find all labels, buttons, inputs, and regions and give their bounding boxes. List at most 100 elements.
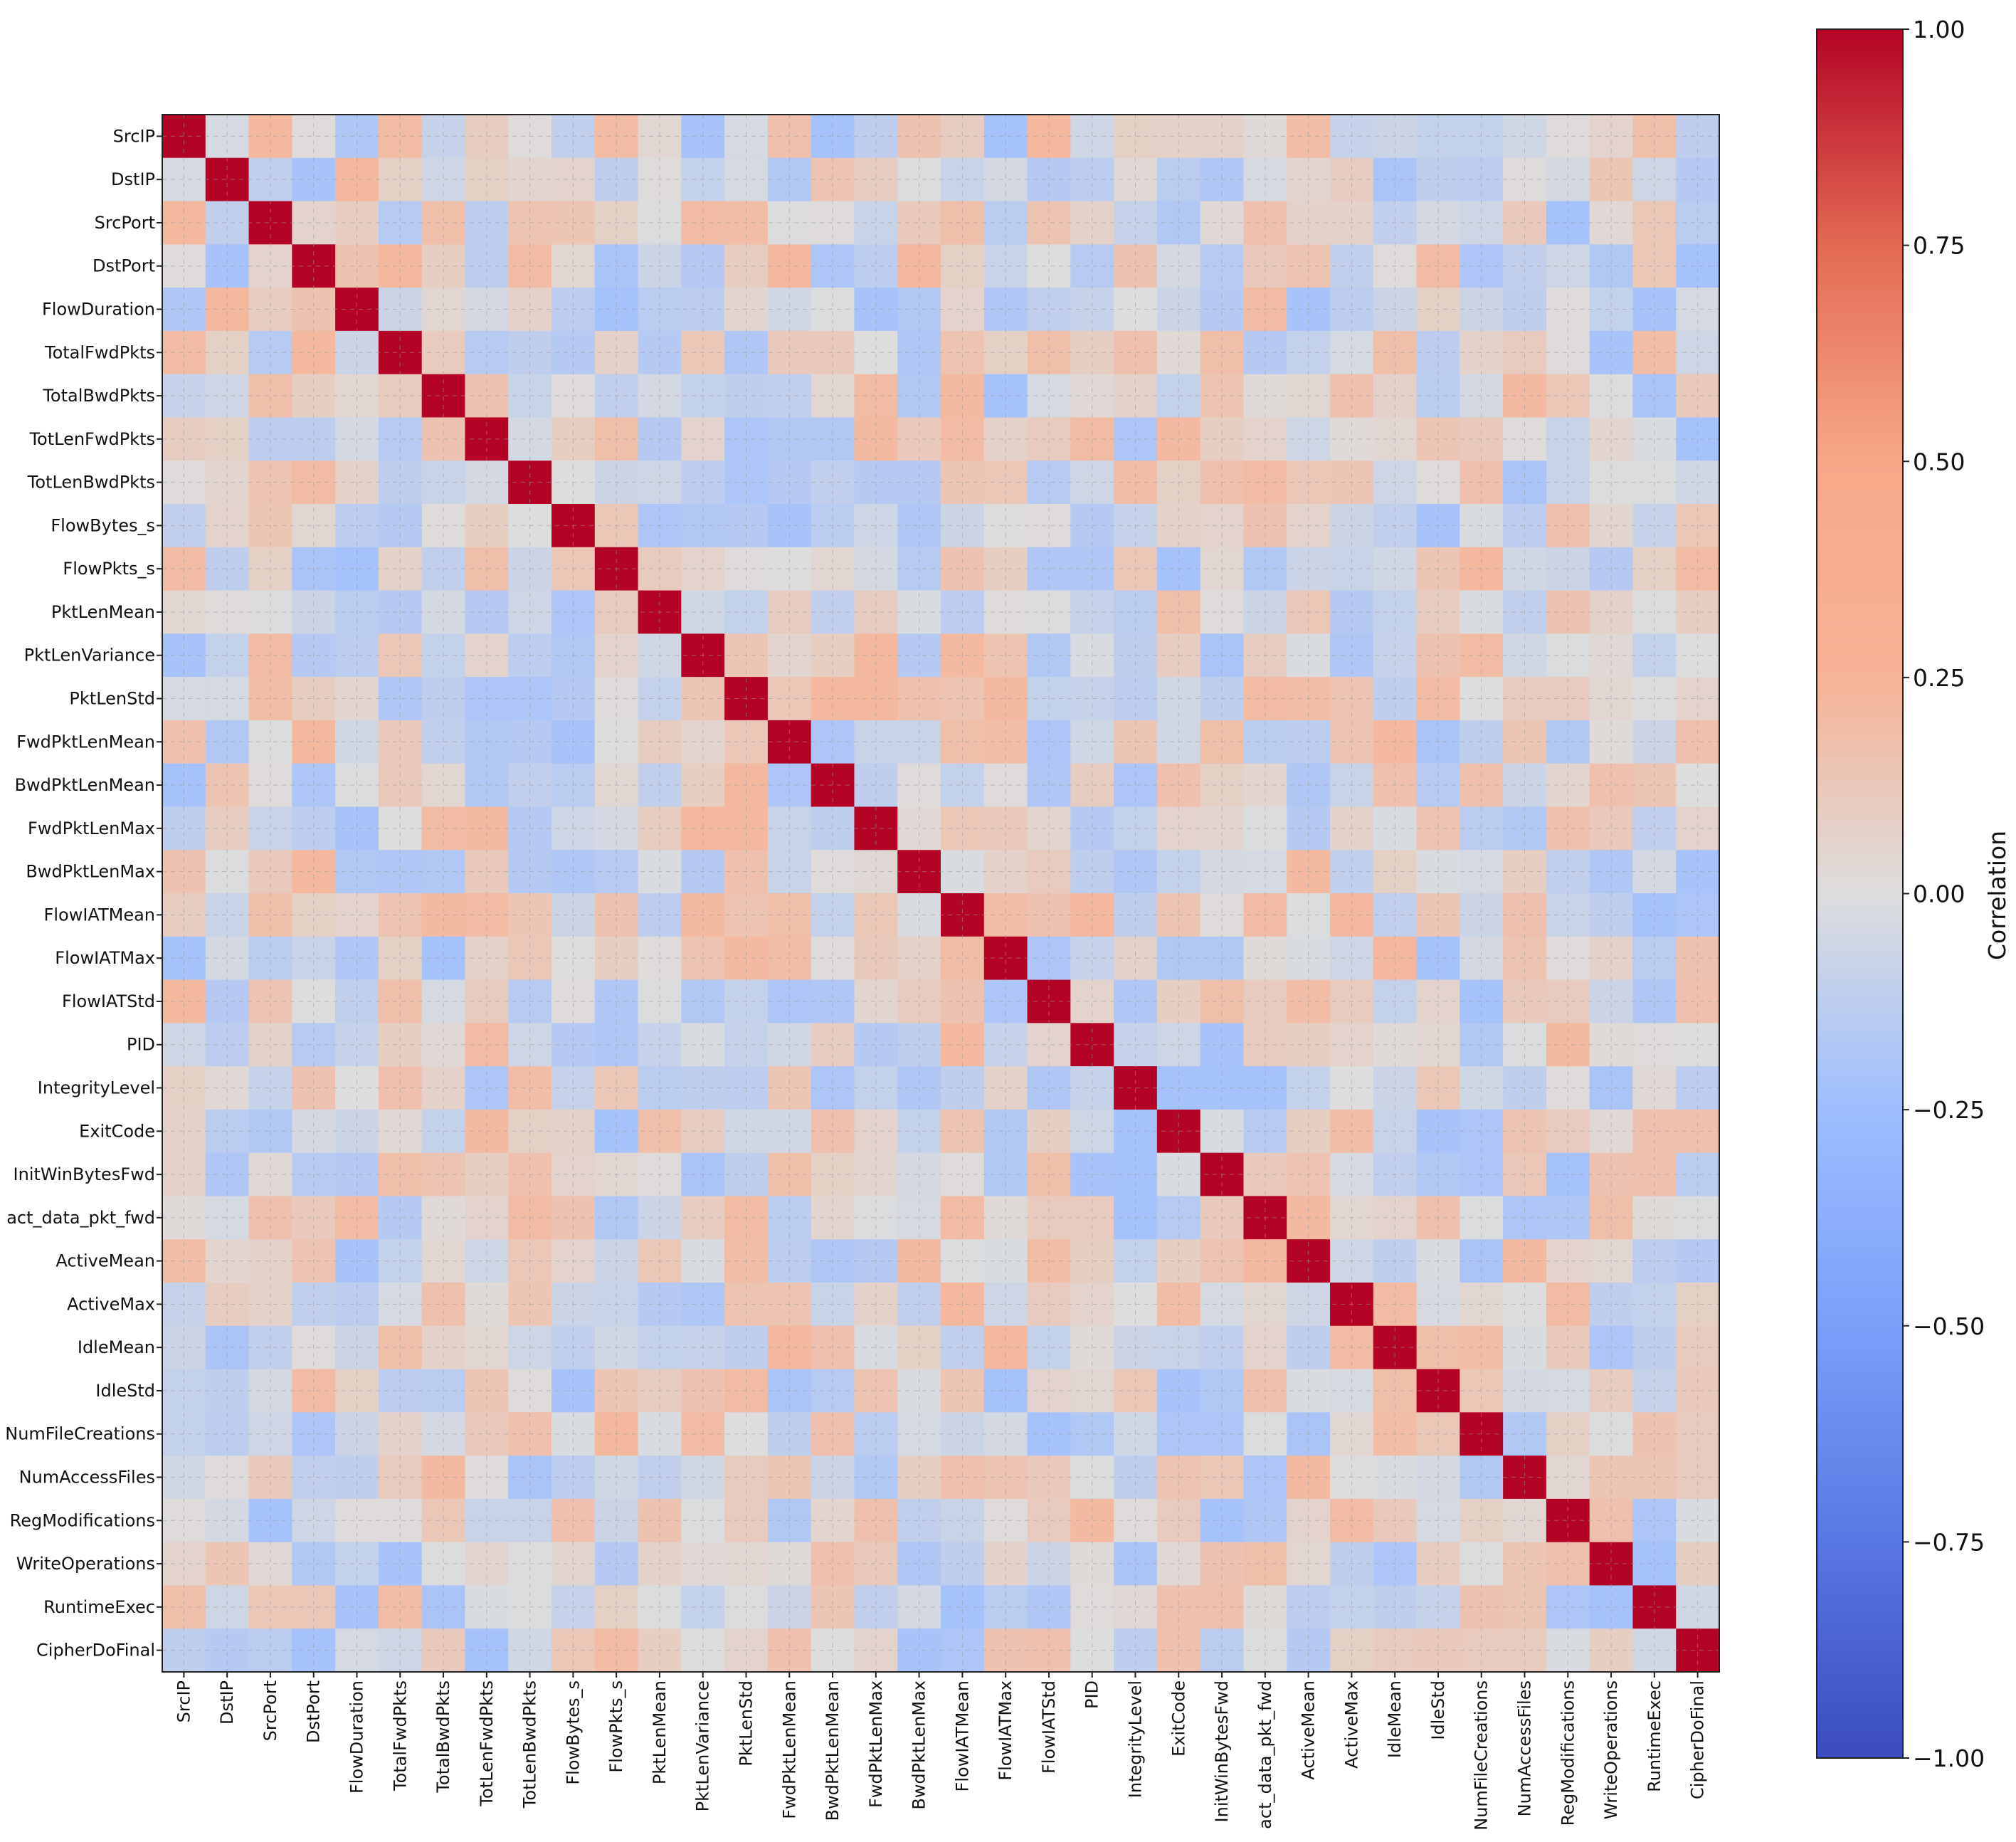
x-tick-label: SrcPort: [260, 1680, 280, 1741]
colorbar-label: Correlation: [1983, 831, 2011, 960]
y-tick-label: WriteOperations: [16, 1554, 155, 1574]
y-tick-label: CipherDoFinal: [36, 1641, 155, 1661]
colorbar-tick-label: −0.75: [1913, 1528, 1985, 1556]
heatmap-cell: [292, 244, 336, 288]
x-tick-label: CipherDoFinal: [1688, 1680, 1708, 1799]
x-tick-label: FlowIATStd: [1039, 1680, 1059, 1774]
x-tick-label: RegModifications: [1558, 1680, 1578, 1826]
x-tick-label: FwdPktLenMax: [866, 1680, 886, 1808]
colorbar-gradient: [1816, 28, 1904, 1759]
x-tick-label: FwdPktLenMean: [779, 1680, 799, 1819]
y-tick-label: PktLenMean: [51, 602, 155, 622]
y-tick-label: BwdPktLenMax: [26, 862, 155, 882]
heatmap-cells: [162, 115, 1720, 1673]
y-tick-label: RegModifications: [10, 1510, 155, 1530]
y-tick-labels: SrcIP DstIP SrcPort DstPort FlowDuration Tota…: [5, 126, 162, 1661]
y-tick-label: FwdPktLenMean: [16, 732, 155, 752]
x-tick-label: TotLenBwdPkts: [520, 1680, 540, 1809]
x-tick-label: DstPort: [304, 1680, 324, 1743]
x-tick-label: WriteOperations: [1601, 1680, 1621, 1819]
x-tick-label: RuntimeExec: [1645, 1680, 1664, 1792]
x-tick-label: FlowBytes_s: [563, 1680, 583, 1785]
y-tick-label: IntegrityLevel: [38, 1078, 155, 1098]
colorbar-tick-label: 0.75: [1913, 232, 1965, 260]
y-tick-label: RuntimeExec: [43, 1597, 155, 1617]
y-tick-label: NumAccessFiles: [19, 1468, 155, 1488]
x-tick-label: NumAccessFiles: [1515, 1680, 1535, 1816]
y-tick-label: ExitCode: [79, 1121, 155, 1141]
x-tick-label: TotalBwdPkts: [433, 1680, 453, 1794]
y-tick-label: FlowBytes_s: [51, 515, 155, 535]
y-tick-label: IdleMean: [78, 1337, 155, 1357]
y-tick-label: DstIP: [111, 169, 155, 189]
y-tick-label: SrcIP: [113, 126, 155, 146]
heatmap-cell: [941, 1585, 985, 1629]
y-tick-label: InitWinBytesFwd: [14, 1164, 155, 1184]
x-tick-label: DstIP: [217, 1680, 237, 1725]
heatmap-cell: [292, 893, 336, 937]
x-tick-label: FlowPkts_s: [606, 1680, 626, 1773]
y-tick-label: NumFileCreations: [5, 1424, 155, 1444]
x-tick-label: FlowIATMean: [952, 1680, 972, 1791]
colorbar-tick-label: −0.50: [1913, 1312, 1985, 1340]
x-tick-label: FlowDuration: [347, 1680, 367, 1794]
y-tick-label: IdleStd: [95, 1381, 155, 1401]
y-tick-label: act_data_pkt_fwd: [6, 1208, 155, 1228]
x-tick-label: IdleStd: [1428, 1680, 1448, 1740]
y-tick-label: TotalBwdPkts: [42, 386, 155, 406]
x-tick-label: IdleMean: [1385, 1680, 1405, 1758]
y-tick-label: FlowDuration: [42, 300, 155, 320]
x-tick-label: act_data_pkt_fwd: [1255, 1680, 1275, 1829]
x-tick-label: NumFileCreations: [1472, 1680, 1492, 1831]
heatmap-cell: [1632, 244, 1677, 288]
heatmap-cell: [983, 1585, 1028, 1629]
heatmap-cell: [1632, 893, 1677, 937]
y-tick-label: TotalFwdPkts: [44, 342, 155, 362]
colorbar-tick-label: 0.50: [1913, 448, 1965, 475]
heatmap-cell: [292, 936, 336, 981]
x-tick-label: PktLenStd: [737, 1680, 756, 1767]
x-tick-label: BwdPktLenMax: [909, 1680, 929, 1810]
heatmap-gridlines: [162, 115, 1719, 1672]
y-tick-label: PID: [127, 1035, 155, 1055]
y-tick-label: BwdPktLenMean: [15, 775, 155, 795]
y-tick-label: FlowIATMean: [44, 905, 155, 925]
y-tick-label: SrcPort: [95, 213, 155, 233]
x-tick-label: IntegrityLevel: [1126, 1680, 1146, 1798]
heatmap-frame: [162, 114, 1720, 1673]
colorbar-tick-label: −1.00: [1913, 1744, 1985, 1772]
heatmap-cell: [1632, 936, 1677, 981]
y-tick-label: DstPort: [93, 256, 155, 276]
heatmap-cell: [1632, 1585, 1677, 1629]
x-tick-label: InitWinBytesFwd: [1212, 1680, 1232, 1822]
x-tick-label: TotLenFwdPkts: [477, 1680, 497, 1807]
heatmap-cell: [983, 936, 1028, 981]
colorbar-ticks: 1.00 0.75 0.50 0.25 0.00 −0.25 −0.50 −0.75 −1.00: [1903, 16, 1985, 1772]
colorbar-tick-label: 0.00: [1913, 880, 1965, 908]
x-tick-label: FlowIATMax: [996, 1680, 1015, 1781]
y-tick-label: PktLenStd: [69, 689, 155, 709]
x-tick-label: SrcIP: [174, 1680, 194, 1722]
x-tick-label: PID: [1082, 1680, 1102, 1709]
y-tick-label: PktLenVariance: [24, 646, 155, 665]
y-tick-label: FlowIATStd: [62, 991, 155, 1011]
colorbar-tick-label: 0.25: [1913, 664, 1965, 692]
y-tick-label: FlowPkts_s: [63, 559, 155, 579]
y-tick-label: TotLenBwdPkts: [27, 473, 155, 493]
x-tick-labels: SrcIP DstIP SrcPort DstPort FlowDuration Tota…: [174, 1672, 1708, 1831]
heatmap-cell: [983, 893, 1028, 937]
x-tick-label: ActiveMax: [1341, 1680, 1361, 1769]
x-tick-label: BwdPktLenMean: [823, 1680, 843, 1821]
heatmap-cell: [941, 893, 985, 937]
heatmap-cell: [292, 1585, 336, 1629]
y-tick-label: FlowIATMax: [55, 948, 155, 968]
y-tick-label: TotLenFwdPkts: [28, 429, 155, 449]
x-tick-label: PktLenVariance: [693, 1680, 713, 1811]
heatmap-cell: [941, 244, 985, 288]
x-tick-label: PktLenMean: [650, 1680, 670, 1784]
x-tick-label: ActiveMean: [1299, 1680, 1319, 1780]
x-tick-label: ExitCode: [1168, 1680, 1188, 1757]
y-tick-label: FwdPktLenMax: [28, 819, 155, 838]
colorbar: 1.00 0.75 0.50 0.25 0.00 −0.25 −0.50 −0.75 −1.00…: [1816, 16, 2011, 1772]
